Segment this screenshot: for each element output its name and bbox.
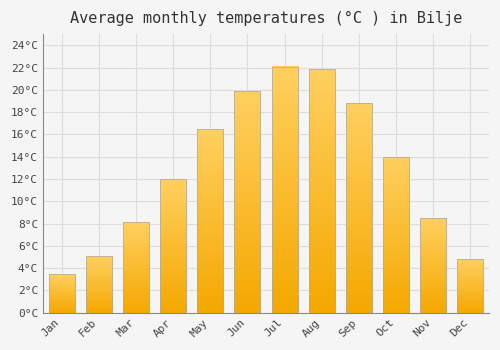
Bar bbox=[272, 66, 297, 313]
Bar bbox=[86, 256, 112, 313]
Bar bbox=[346, 103, 372, 313]
Bar bbox=[458, 259, 483, 313]
Bar bbox=[420, 218, 446, 313]
Bar bbox=[308, 69, 334, 313]
Bar bbox=[160, 179, 186, 313]
Bar bbox=[123, 223, 149, 313]
Title: Average monthly temperatures (°C ) in Bilje: Average monthly temperatures (°C ) in Bi… bbox=[70, 11, 462, 26]
Bar bbox=[197, 129, 223, 313]
Bar bbox=[234, 91, 260, 313]
Bar bbox=[48, 274, 74, 313]
Bar bbox=[383, 157, 409, 313]
